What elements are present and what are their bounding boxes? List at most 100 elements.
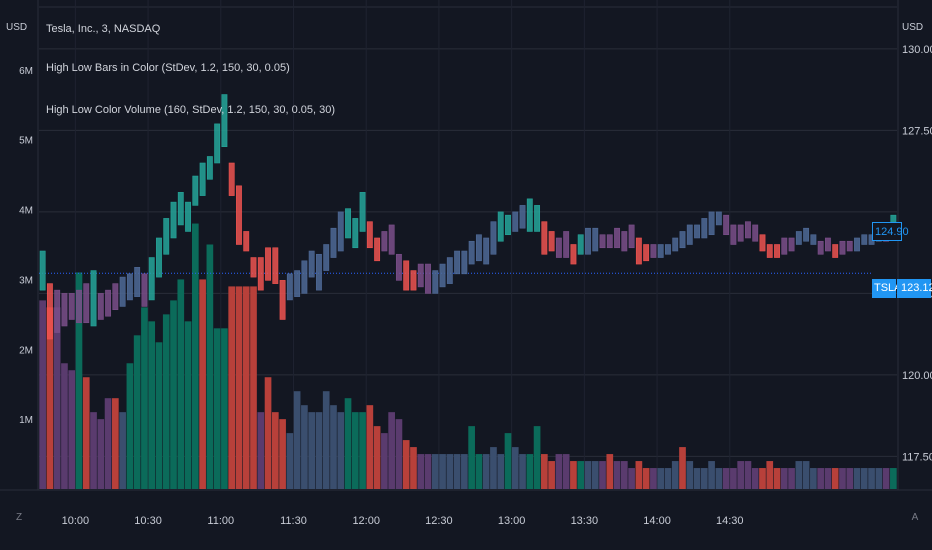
- volume-bar: [700, 468, 708, 489]
- price-bar: [497, 211, 504, 242]
- price-tick-label: 127.50: [902, 125, 932, 137]
- volume-bar: [490, 447, 497, 489]
- price-bar: [388, 224, 395, 255]
- price-bar: [417, 263, 424, 288]
- volume-bar: [541, 454, 548, 489]
- price-bar: [468, 240, 475, 265]
- volume-bar: [133, 335, 141, 489]
- volume-bar: [526, 454, 534, 489]
- price-bar: [279, 280, 286, 320]
- time-axis[interactable]: 10:00 10:30 11:00 11:30 12:00 12:30 13:00 13:30…: [62, 515, 744, 527]
- volume-bar: [686, 461, 694, 489]
- volume-tick-label: 3M: [19, 275, 33, 286]
- symbol-tag[interactable]: TSLA: [872, 279, 902, 298]
- volume-bar: [410, 447, 417, 489]
- volume-bar: [250, 286, 257, 489]
- price-bar: [206, 156, 213, 180]
- volume-bar: [97, 419, 105, 489]
- volume-bar: [53, 307, 61, 489]
- price-bar: [68, 293, 75, 320]
- volume-bar: [162, 314, 170, 489]
- price-bar: [534, 205, 541, 232]
- price-bar: [170, 201, 177, 239]
- volume-bar: [431, 454, 439, 489]
- price-bar: [854, 237, 860, 252]
- volume-bar: [497, 454, 505, 489]
- price-bar: [454, 250, 461, 275]
- volume-tick-label: 4M: [19, 206, 33, 217]
- volume-bar: [75, 272, 83, 489]
- price-bar: [672, 237, 679, 252]
- volume-axis[interactable]: 6M 5M 4M 3M 2M 1M: [19, 66, 33, 426]
- volume-bar: [482, 454, 490, 489]
- volume-bar: [839, 468, 846, 489]
- price-bar: [228, 162, 235, 196]
- price-bar: [665, 244, 671, 255]
- price-bar: [461, 250, 468, 275]
- volume-bar: [351, 412, 359, 489]
- volume-bar: [417, 454, 425, 489]
- volume-bar: [61, 363, 68, 489]
- price-bar: [803, 227, 810, 242]
- price-bar: [606, 234, 613, 249]
- price-bar: [134, 267, 141, 297]
- symbol-price-tag: 123.12: [897, 279, 932, 298]
- volume-bar: [679, 447, 686, 489]
- volume-bar: [693, 468, 701, 489]
- price-bar: [643, 244, 650, 262]
- price-bar: [39, 250, 46, 291]
- volume-bar: [439, 454, 446, 489]
- volume-bar: [453, 454, 461, 489]
- volume-bar: [817, 468, 824, 489]
- time-tick-label: 11:30: [280, 515, 307, 527]
- volume-bar: [635, 461, 643, 489]
- price-bar: [817, 240, 824, 255]
- volume-bar: [555, 454, 563, 489]
- symbol-title[interactable]: Tesla, Inc., 3, NASDAQ: [46, 23, 161, 35]
- price-bar: [737, 224, 744, 242]
- price-bar: [250, 257, 257, 278]
- price-bar: [614, 227, 620, 249]
- volume-bar: [395, 419, 403, 489]
- volume-bar: [206, 244, 214, 489]
- volume-bar: [446, 454, 454, 489]
- volume-bar: [373, 426, 381, 489]
- auto-scale-right-button[interactable]: A: [911, 512, 919, 523]
- price-bar: [715, 211, 722, 226]
- price-bar: [483, 237, 490, 265]
- price-bar: [192, 175, 199, 206]
- auto-scale-left-button[interactable]: Z: [15, 512, 23, 523]
- volume-tick-label: 5M: [19, 136, 33, 147]
- price-bar: [236, 185, 242, 245]
- volume-tick-label: 6M: [19, 66, 33, 77]
- volume-bar: [257, 412, 265, 489]
- volume-bar: [511, 447, 519, 489]
- volume-bar: [279, 419, 286, 489]
- volume-bar: [271, 412, 279, 489]
- price-bar: [745, 221, 751, 239]
- price-bar: [46, 283, 53, 340]
- price-bar: [432, 270, 439, 294]
- volume-bar: [708, 461, 715, 489]
- price-bar: [265, 247, 271, 281]
- volume-tick-label: 2M: [19, 345, 33, 356]
- volume-bar: [235, 286, 243, 489]
- volume-bar: [119, 412, 126, 489]
- indicator-label-high-low-bars[interactable]: High Low Bars in Color (StDev, 1.2, 150,…: [46, 62, 290, 74]
- indicator-label-high-low-volume[interactable]: High Low Color Volume (160, StDev, 1.2, …: [46, 104, 336, 116]
- price-bar: [337, 211, 344, 252]
- volume-bar: [620, 461, 628, 489]
- price-bar: [243, 231, 250, 252]
- volume-bar: [795, 461, 803, 489]
- price-bar: [141, 273, 148, 307]
- price-bar: [635, 237, 642, 265]
- price-bar: [759, 234, 766, 252]
- volume-bar: [642, 468, 650, 489]
- volume-bar: [155, 342, 163, 489]
- volume-bar: [570, 461, 577, 489]
- price-bar: [824, 237, 831, 252]
- price-bar: [832, 244, 839, 258]
- volume-bar: [613, 461, 621, 489]
- volume-bar: [221, 328, 228, 489]
